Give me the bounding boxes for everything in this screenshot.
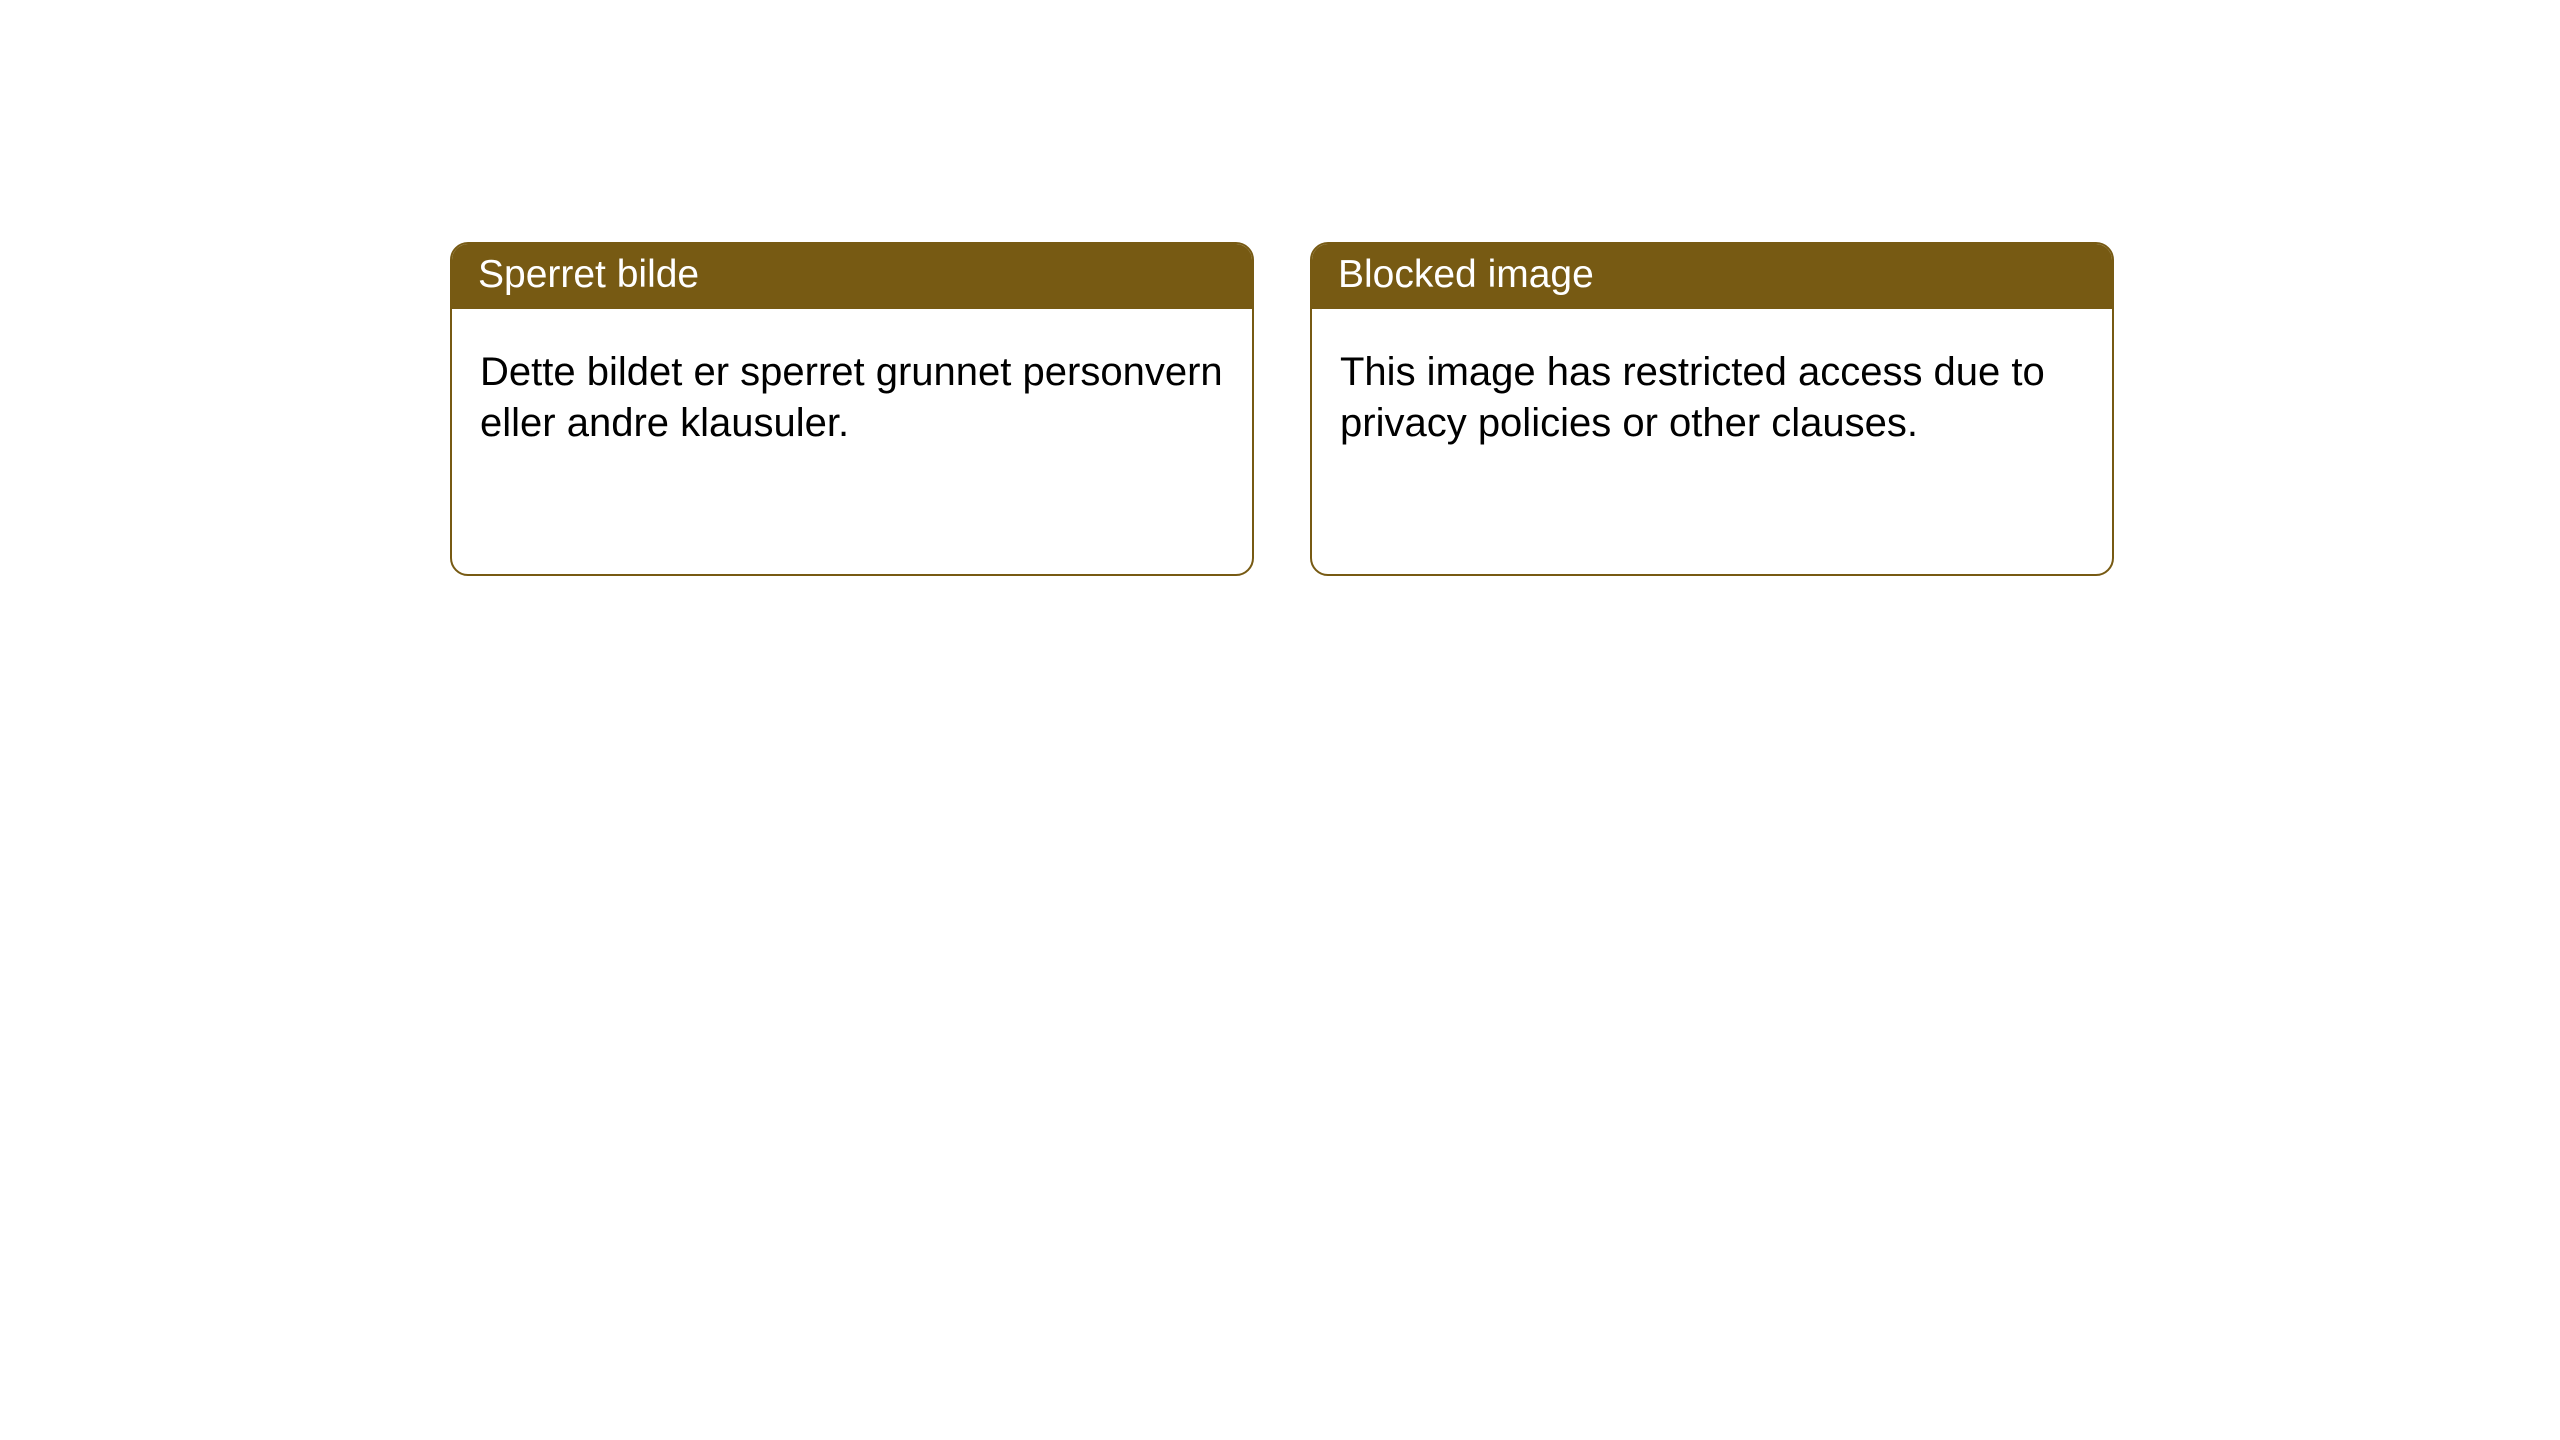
card-title: Blocked image bbox=[1338, 253, 1594, 296]
notice-card-norwegian: Sperret bilde Dette bildet er sperret gr… bbox=[450, 242, 1254, 576]
notice-card-english: Blocked image This image has restricted … bbox=[1310, 242, 2114, 576]
card-title: Sperret bilde bbox=[478, 253, 699, 296]
notice-container: Sperret bilde Dette bildet er sperret gr… bbox=[0, 0, 2560, 576]
card-body: Dette bildet er sperret grunnet personve… bbox=[452, 309, 1252, 487]
card-body-text: Dette bildet er sperret grunnet personve… bbox=[480, 350, 1223, 445]
card-header: Blocked image bbox=[1312, 244, 2112, 309]
card-header: Sperret bilde bbox=[452, 244, 1252, 309]
card-body-text: This image has restricted access due to … bbox=[1340, 350, 2045, 445]
card-body: This image has restricted access due to … bbox=[1312, 309, 2112, 487]
